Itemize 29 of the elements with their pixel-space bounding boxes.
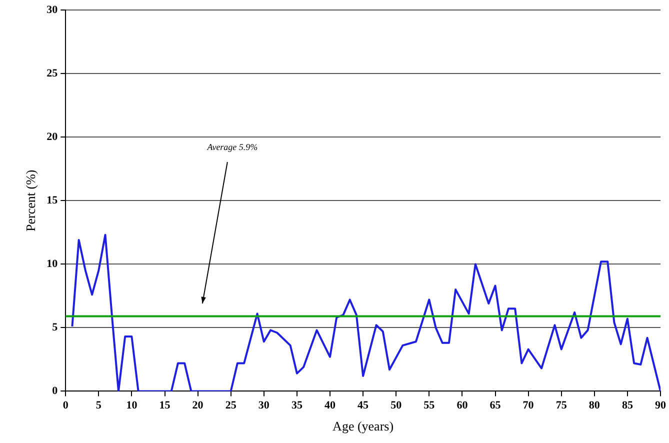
- x-tick-label: 0: [62, 400, 69, 412]
- y-tick-label: 20: [46, 130, 58, 143]
- x-tick-label: 25: [225, 400, 237, 412]
- x-tick-label: 45: [358, 400, 370, 412]
- y-tick-label: 10: [46, 258, 58, 270]
- x-tick-label: 65: [490, 400, 502, 412]
- x-tick-label: 80: [588, 400, 600, 412]
- y-tick-label: 15: [46, 194, 58, 206]
- y-tick-label: 25: [46, 67, 58, 80]
- x-axis-title: Age (years): [332, 418, 394, 434]
- x-tick-label: 15: [159, 400, 171, 412]
- x-tick-label: 70: [522, 400, 534, 412]
- y-tick-label: 5: [52, 322, 58, 334]
- y-axis-title: Percent (%): [23, 170, 38, 232]
- x-tick-label: 50: [390, 400, 402, 412]
- x-tick-label: 20: [192, 400, 204, 412]
- x-tick-label: 85: [622, 400, 634, 412]
- x-tick-label: 55: [424, 400, 436, 412]
- annotation: Average 5.9%: [206, 142, 258, 152]
- x-tick-label: 40: [324, 400, 336, 412]
- y-tick-label: 0: [52, 385, 58, 398]
- x-tick-label: 5: [96, 400, 102, 412]
- x-tick-label: 35: [291, 400, 303, 412]
- y-tick-label: 30: [46, 4, 58, 16]
- x-tick-label: 90: [655, 400, 666, 412]
- x-tick-label: 60: [456, 400, 468, 412]
- x-tick-label: 75: [556, 400, 568, 412]
- x-tick-label: 10: [126, 400, 138, 412]
- x-tick-label: 30: [258, 400, 270, 412]
